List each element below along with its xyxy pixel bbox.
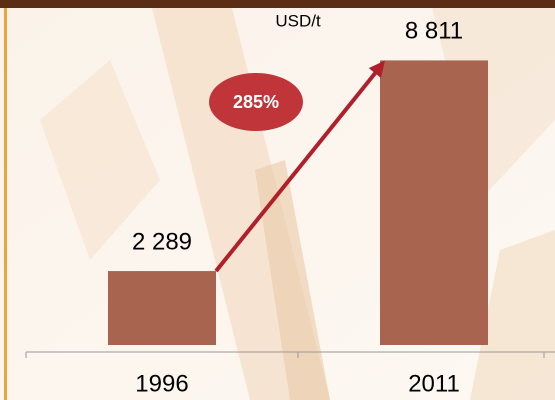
value-label: 8 811 [405, 18, 463, 45]
x-tick-label: 1996 [135, 370, 188, 397]
decor-stripe [470, 230, 555, 400]
growth-label: 285% [233, 92, 279, 112]
decor-stripe [40, 60, 160, 260]
bar [108, 271, 216, 345]
top-band [0, 0, 555, 8]
bar [380, 60, 488, 346]
decor-stripe [255, 160, 330, 400]
left-border [4, 8, 7, 400]
value-label: 2 289 [132, 228, 192, 255]
growth-badge [209, 73, 303, 131]
arrow-head [368, 60, 385, 78]
growth-arrow [214, 67, 381, 273]
unit-label: USD/t [275, 11, 321, 30]
x-tick-label: 2011 [408, 370, 460, 397]
decor-stripe [430, 0, 555, 200]
